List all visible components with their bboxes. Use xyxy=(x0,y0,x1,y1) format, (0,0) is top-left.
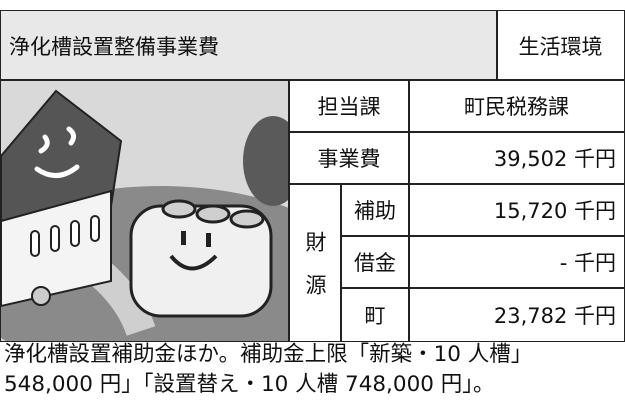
value: - 千円 xyxy=(559,251,616,275)
label: 補助 xyxy=(354,199,396,223)
title: 浄化槽設置整備事業費 xyxy=(9,34,219,59)
label: 借金 xyxy=(354,251,396,275)
label: 事業費 xyxy=(317,147,381,171)
value-cell: 15,720 千円 xyxy=(408,183,625,237)
label-cell: 町 xyxy=(340,287,410,342)
note-line: 浄化槽設置補助金ほか。補助金上限「新築・10 人槽」 xyxy=(4,342,533,367)
group-label-cell: 財源 xyxy=(288,183,342,342)
value: 23,782 千円 xyxy=(493,303,616,328)
label: 町 xyxy=(364,303,386,328)
label-cell: 事業費 xyxy=(288,131,410,185)
group-label: 財源 xyxy=(303,230,327,317)
value-cell: - 千円 xyxy=(408,235,625,289)
note: 浄化槽設置補助金ほか。補助金上限「新築・10 人槽」 548,000 円」「設置… xyxy=(4,340,624,400)
value: 15,720 千円 xyxy=(493,199,616,223)
note-line: 548,000 円」「設置替え・10 人槽 748,000 円」。 xyxy=(4,372,495,397)
illustration-cell xyxy=(0,79,290,342)
category-cell: 生活環境 xyxy=(496,10,625,81)
illustration xyxy=(1,80,288,341)
label-cell: 補助 xyxy=(340,183,410,237)
label: 担当課 xyxy=(317,95,381,119)
value-cell: 町民税務課 xyxy=(408,79,625,133)
title-cell: 浄化槽設置整備事業費 xyxy=(0,10,498,81)
value-cell: 39,502 千円 xyxy=(408,131,625,185)
value-cell: 23,782 千円 xyxy=(408,287,625,342)
value: 39,502 千円 xyxy=(493,147,616,171)
label-cell: 借金 xyxy=(340,235,410,289)
label-cell: 担当課 xyxy=(288,79,410,133)
category: 生活環境 xyxy=(518,34,603,59)
value: 町民税務課 xyxy=(464,95,569,119)
